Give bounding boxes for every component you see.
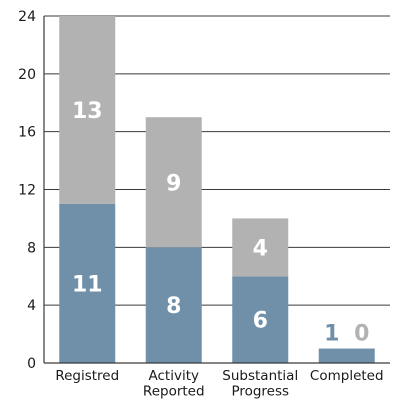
data-label-s1-c0: 13 <box>72 99 103 124</box>
axis-layer <box>43 16 390 364</box>
bar-segment-s1-c2 <box>232 218 289 277</box>
y-tick-label-0: 0 <box>27 356 36 372</box>
data-label-s1-c1: 9 <box>166 171 181 196</box>
category-label-2-line-0: Substantial <box>222 368 298 384</box>
data-label-s0-c0: 11 <box>72 272 103 297</box>
bar-segment-s0-c3 <box>318 348 375 363</box>
y-tick-label-24: 24 <box>18 9 36 25</box>
category-label-2-line-1: Progress <box>231 384 289 400</box>
bar-segment-s0-c1 <box>145 247 202 363</box>
y-tick-label-20: 20 <box>18 67 36 83</box>
label-layer: 048121620241113Registred89ActivityReport… <box>18 9 383 400</box>
y-tick-label-8: 8 <box>27 240 36 256</box>
y-tick-label-12: 12 <box>18 183 36 199</box>
data-label-s0-c3: 1 <box>324 322 339 347</box>
bar-layer <box>59 16 375 363</box>
data-label-s0-c1: 8 <box>166 294 181 319</box>
category-label-1-line-0: Activity <box>149 368 200 384</box>
category-label-3-line-0: Completed <box>310 368 384 384</box>
category-label-1-line-1: Reported <box>143 384 205 400</box>
y-tick-label-4: 4 <box>27 298 36 314</box>
bar-segment-s0-c0 <box>59 203 116 363</box>
category-label-0-line-0: Registred <box>55 368 119 384</box>
data-label-s1-c3: 0 <box>354 322 369 347</box>
data-label-s1-c2: 4 <box>253 236 268 261</box>
bar-segment-s1-c0 <box>59 16 116 204</box>
bar-segment-s1-c1 <box>145 117 202 248</box>
y-tick-label-16: 16 <box>18 125 36 141</box>
data-label-s0-c2: 6 <box>253 309 268 334</box>
bar-segment-s0-c2 <box>232 276 289 363</box>
